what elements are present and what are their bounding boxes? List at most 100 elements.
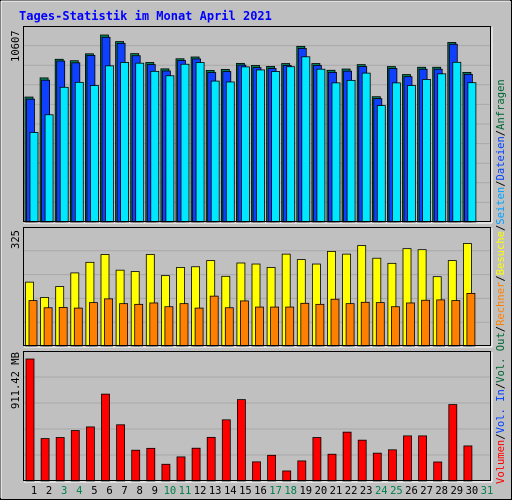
bar-rechner-26 [406, 302, 415, 347]
bar-volumen-24 [372, 452, 382, 482]
day-label-17: 17 [269, 485, 282, 497]
bar-rechner-5 [89, 302, 98, 347]
bar-volumen-22 [342, 431, 352, 482]
panel-border [23, 351, 491, 481]
bar-volumen-25 [387, 449, 397, 482]
bar-volumen-20 [312, 437, 322, 482]
bar-volumen-5 [86, 426, 95, 482]
day-label-6: 6 [106, 485, 112, 497]
bar-rechner-14 [224, 307, 234, 347]
day-label-28: 28 [435, 485, 448, 497]
bar-seiten-21 [331, 82, 341, 223]
bar-rechner-24 [375, 302, 385, 347]
panel-background [23, 351, 491, 481]
bar-seiten-30 [467, 82, 477, 223]
bar-rechner-6 [104, 298, 113, 347]
bar-seiten-3 [59, 86, 69, 223]
bar-seiten-18 [286, 66, 296, 223]
day-label-3: 3 [61, 485, 67, 497]
legend-item-dateien: Dateien [495, 136, 507, 180]
bar-seiten-12 [195, 62, 205, 223]
bar-volumen-14 [221, 419, 231, 482]
legend-separator: / [495, 130, 507, 136]
day-label-29: 29 [450, 485, 463, 497]
bar-rechner-25 [390, 306, 400, 347]
bar-rechner-27 [421, 299, 431, 347]
bar-seiten-9 [150, 70, 160, 223]
bar-volumen-12 [191, 447, 201, 482]
bar-seiten-15 [240, 66, 250, 223]
bar-volumen-1 [25, 358, 35, 482]
bar-volumen-10 [161, 463, 171, 482]
day-label-27: 27 [420, 485, 433, 497]
bar-seiten-28 [437, 73, 447, 223]
bar-seiten-20 [316, 68, 326, 223]
panel-border [23, 26, 491, 222]
bar-volumen-27 [418, 435, 428, 482]
day-label-30: 30 [466, 485, 479, 497]
bar-rechner-1 [28, 300, 38, 347]
bar-seiten-5 [90, 85, 99, 223]
bar-seiten-11 [180, 63, 190, 223]
bar-seiten-24 [376, 105, 386, 223]
bar-volumen-7 [116, 424, 125, 482]
legend-item-besuche: Besuche [495, 231, 507, 275]
bar-volumen-8 [131, 449, 141, 482]
bar-volumen-6 [101, 393, 110, 482]
panel-visits: 325 [10, 227, 493, 348]
day-label-4: 4 [76, 485, 82, 497]
bar-rechner-4 [73, 307, 83, 347]
bar-rechner-22 [345, 303, 355, 347]
bar-seiten-10 [165, 75, 175, 223]
bar-rechner-10 [164, 306, 174, 347]
bar-volumen-4 [70, 430, 80, 482]
day-label-5: 5 [91, 485, 97, 497]
chart-panels: 10607 325 911.42 MB [10, 26, 493, 483]
day-label-1: 1 [31, 485, 37, 497]
bar-volumen-30 [463, 445, 473, 482]
bar-rechner-28 [436, 299, 446, 347]
bar-seiten-1 [29, 132, 39, 223]
legend-separator: / [495, 326, 507, 332]
bar-rechner-15 [239, 300, 249, 347]
bar-volumen-17 [267, 454, 277, 482]
bar-volumen-21 [327, 453, 337, 482]
bar-seiten-13 [210, 80, 220, 223]
day-label-20: 20 [315, 485, 328, 497]
bar-rechner-18 [285, 306, 295, 347]
bar-seiten-19 [301, 56, 311, 223]
panel-volume: 911.42 MB [10, 351, 493, 483]
panel-border [23, 227, 491, 346]
bar-rechner-23 [360, 301, 370, 347]
day-label-8: 8 [137, 485, 143, 497]
bar-rechner-17 [270, 306, 280, 347]
legend-separator: / [495, 383, 507, 389]
day-label-25: 25 [390, 485, 403, 497]
bar-volumen-26 [403, 435, 412, 482]
legend-item-anfragen: Anfragen [495, 79, 507, 130]
bar-rechner-13 [209, 295, 219, 347]
bar-volumen-15 [236, 399, 246, 482]
bar-seiten-29 [452, 61, 462, 223]
bar-seiten-27 [422, 79, 432, 223]
legend-item-vol-in: Vol. In [495, 389, 507, 433]
day-label-18: 18 [284, 485, 297, 497]
bar-seiten-25 [391, 82, 401, 223]
bar-seiten-2 [44, 114, 54, 223]
bar-seiten-16 [256, 69, 265, 223]
bar-rechner-16 [255, 306, 264, 347]
bar-volumen-9 [146, 447, 156, 482]
bar-seiten-23 [361, 72, 371, 223]
bar-rechner-21 [330, 298, 340, 347]
day-label-2: 2 [46, 485, 52, 497]
y-max-label-hits: 10607 [10, 30, 22, 62]
bar-rechner-19 [300, 302, 310, 347]
chart-title: Tages-Statistik im Monat April 2021 [19, 9, 272, 23]
day-labels: 1 2 3 4 5 6 7 8 9 10 11 12 13 14 15 16 17 18 19 20 21 22 23 24 2… [31, 485, 493, 497]
legend-item-volumen: Volumen [495, 440, 507, 484]
legend-vertical: Volumen/Vol. In/Vol. Out/Rechner/Besuche… [495, 79, 507, 484]
bar-seiten-4 [74, 81, 84, 223]
bar-volumen-28 [433, 461, 443, 482]
bar-rechner-11 [179, 303, 189, 347]
day-label-11: 11 [179, 485, 192, 497]
